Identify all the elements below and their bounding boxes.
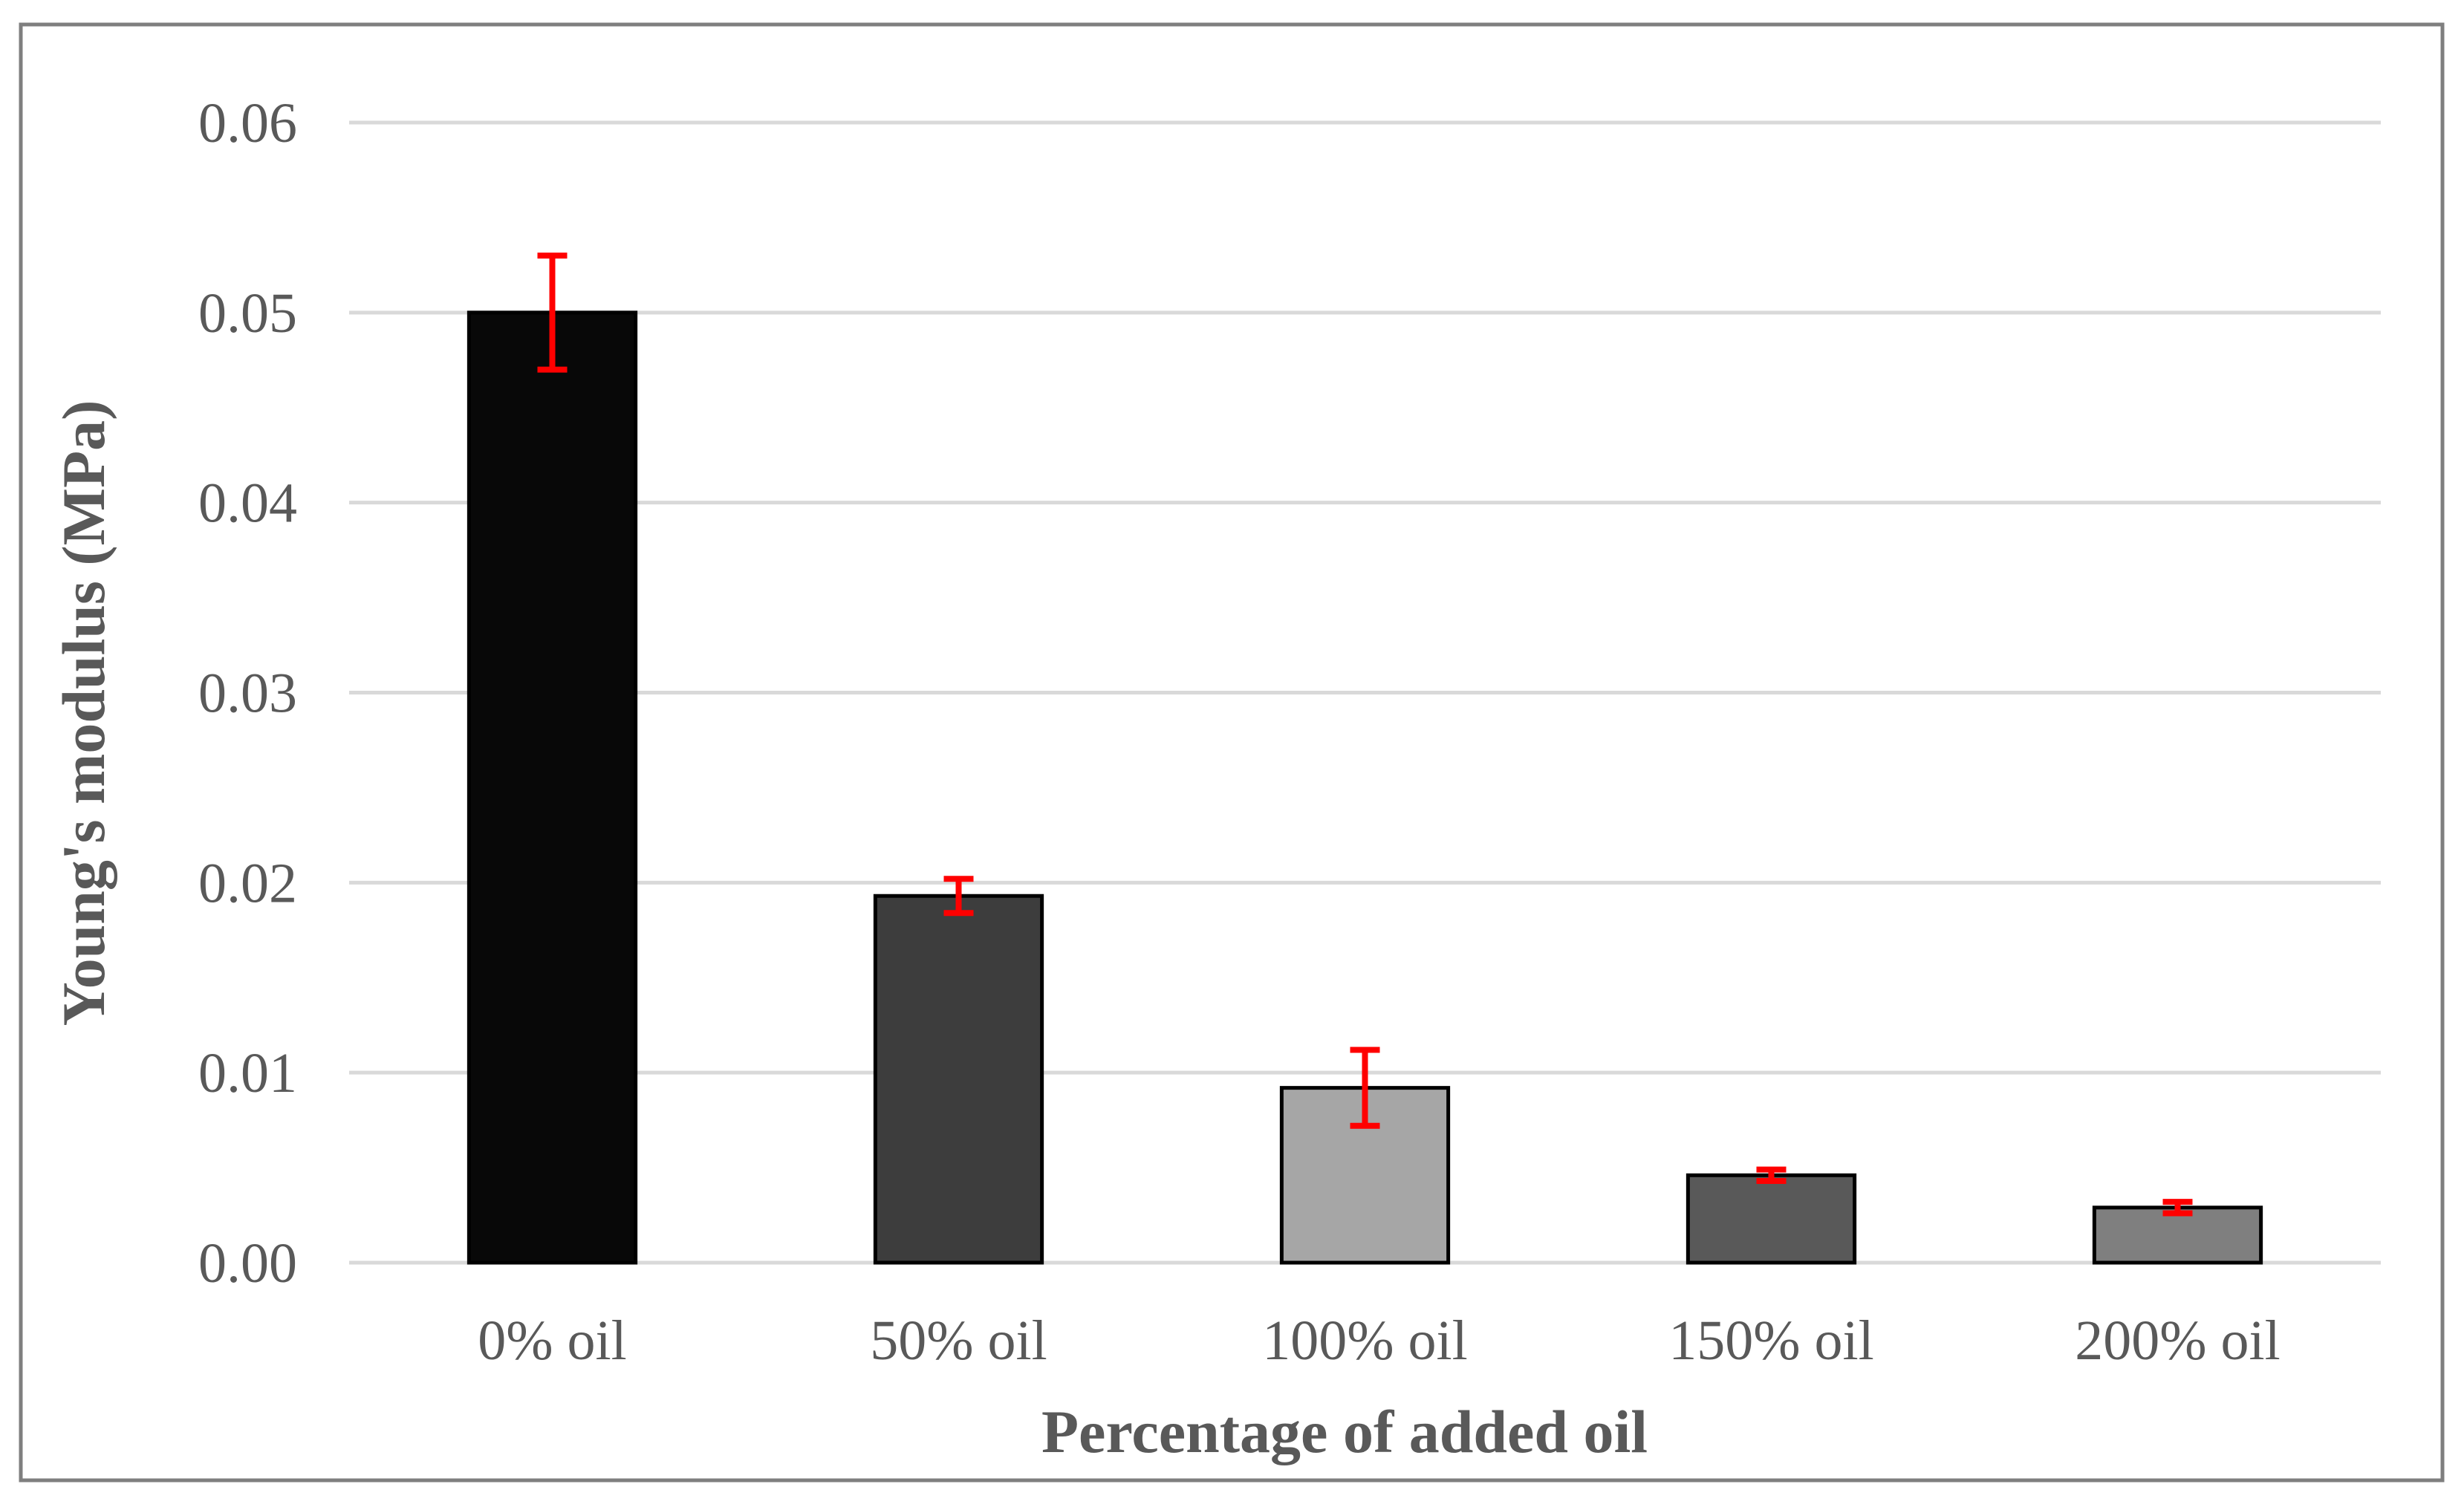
bar xyxy=(2092,1205,2263,1265)
gridlines xyxy=(349,120,2381,1265)
error-bar xyxy=(1756,1166,1787,1184)
error-bar xyxy=(943,876,974,917)
chart-border xyxy=(19,22,2445,1483)
x-tick-label: 50% oil xyxy=(870,1309,1047,1372)
x-axis-title: Percentage of added oil xyxy=(1041,1398,1648,1465)
y-tick-label: 0.03 xyxy=(198,663,297,725)
x-tick-label: 150% oil xyxy=(1668,1309,1874,1372)
x-tick-label: 0% oil xyxy=(478,1309,627,1372)
bar xyxy=(873,894,1044,1265)
bar xyxy=(467,310,638,1265)
y-tick-label: 0.06 xyxy=(198,92,297,154)
error-bar xyxy=(2162,1199,2193,1217)
y-tick-label: 0.01 xyxy=(198,1042,297,1104)
x-tick-label: 100% oil xyxy=(1262,1309,1468,1372)
bar xyxy=(1686,1173,1857,1265)
bars xyxy=(467,310,2263,1265)
y-tick-label: 0.02 xyxy=(198,852,297,914)
y-tick-label: 0.05 xyxy=(198,282,297,345)
y-axis-ticks: 0.00 0.01 0.02 0.03 0.04 0.05 0.06 xyxy=(198,92,297,1295)
error-bar xyxy=(537,253,568,373)
error-bar xyxy=(1350,1047,1380,1129)
x-axis-ticks: 0% oil 50% oil 100% oil 150% oil 200% oil xyxy=(478,1309,2281,1372)
y-axis-title: Young's modulus (MPa) xyxy=(50,400,117,1026)
y-tick-label: 0.04 xyxy=(198,472,297,535)
error-bars xyxy=(537,253,2193,1217)
y-tick-label: 0.00 xyxy=(198,1232,297,1295)
x-tick-label: 200% oil xyxy=(2075,1309,2281,1372)
